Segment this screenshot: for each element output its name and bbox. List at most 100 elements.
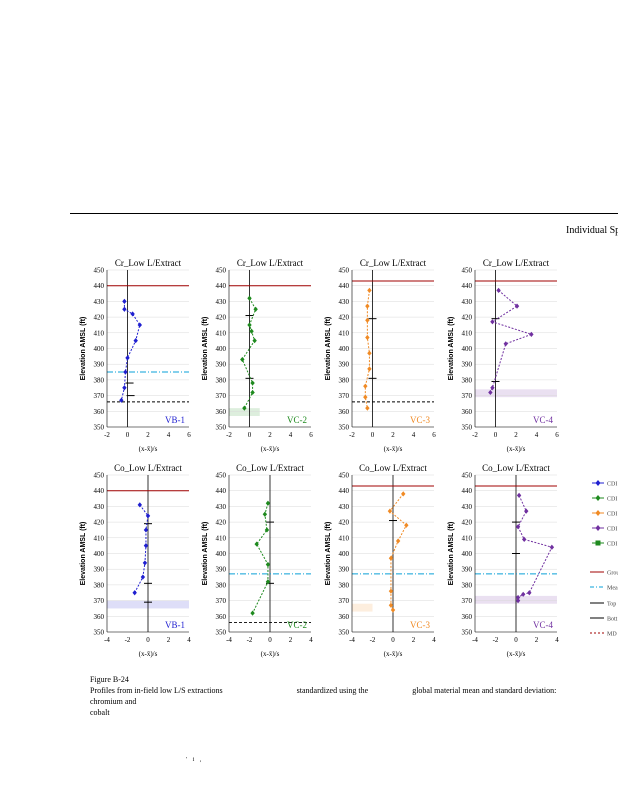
y-tick-label: 390	[216, 361, 227, 369]
y-tick-label: 360	[216, 613, 227, 621]
y-tick-label: 390	[462, 566, 473, 574]
data-point	[252, 338, 257, 344]
legend-item: Top	[590, 602, 616, 608]
chart-panel-4: Cr_Low L/Extract350360370380390400410420…	[448, 258, 559, 453]
data-point	[137, 502, 142, 508]
x-axis-label: (x-x̄)/s	[507, 445, 526, 453]
legend-label: Top	[607, 602, 616, 608]
x-tick-label: -2	[226, 431, 232, 439]
data-point	[133, 338, 138, 344]
y-tick-label: 430	[94, 298, 105, 306]
station-label: VB-1	[165, 620, 185, 630]
chart-title: Cr_Low L/Extract	[237, 258, 304, 268]
page-header: Individual Sp	[566, 225, 618, 236]
data-point	[515, 594, 521, 601]
y-tick-label: 420	[339, 519, 350, 527]
chart-title: Co_Low L/Extract	[482, 463, 550, 473]
shaded-band	[229, 408, 260, 417]
x-tick-label: 6	[187, 431, 191, 439]
station-label: VB-1	[165, 415, 185, 425]
legend-label: Mea	[607, 586, 618, 592]
y-tick-label: 360	[94, 408, 105, 416]
data-point	[503, 341, 508, 347]
x-tick-label: -4	[104, 636, 110, 644]
y-axis-label: Elevation AMSL (ft)	[325, 317, 332, 381]
data-point	[367, 287, 372, 294]
x-axis-label: (x-x̄)/s	[261, 445, 280, 453]
data-point	[137, 322, 142, 328]
x-tick-label: 6	[555, 431, 559, 439]
data-point	[240, 356, 245, 363]
y-tick-label: 360	[94, 613, 105, 621]
shaded-band	[352, 603, 373, 612]
y-tick-label: 410	[216, 534, 227, 542]
data-point	[365, 405, 370, 411]
y-tick-label: 450	[339, 267, 350, 275]
data-point	[142, 560, 148, 566]
data-point	[122, 306, 127, 312]
x-tick-label: 6	[309, 431, 313, 439]
y-tick-label: 370	[94, 597, 105, 605]
data-point	[401, 491, 406, 497]
data-point	[247, 322, 252, 328]
y-tick-label: 420	[462, 519, 473, 527]
x-tick-label: -4	[349, 636, 355, 644]
legend-label: CDI	[607, 527, 617, 533]
y-tick-label: 370	[339, 597, 350, 605]
y-tick-label: 350	[339, 424, 350, 432]
y-tick-label: 440	[339, 487, 350, 495]
y-tick-label: 370	[216, 392, 227, 400]
x-tick-label: 2	[146, 431, 150, 439]
y-tick-label: 390	[94, 361, 105, 369]
legend-item: Grou	[590, 571, 618, 577]
legend-item: CDI	[592, 525, 617, 533]
data-point	[132, 590, 137, 596]
caption-line-1b: standardized using the	[296, 686, 369, 695]
data-point	[262, 511, 268, 517]
caption-line-1c: global material mean and standard deviat…	[90, 686, 557, 706]
legend-item: Mea	[590, 586, 618, 592]
series-line	[134, 504, 149, 593]
chart-panel-1: Cr_Low L/Extract350360370380390400410420…	[80, 258, 191, 453]
data-point	[363, 394, 368, 400]
data-point	[365, 303, 370, 309]
caption-line-2: cobalt	[90, 708, 110, 717]
chart-title: Co_Low L/Extract	[359, 463, 427, 473]
x-tick-label: -4	[226, 636, 232, 644]
x-tick-label: 4	[309, 636, 313, 644]
y-tick-label: 410	[462, 534, 473, 542]
header-rule	[70, 213, 618, 214]
data-point	[529, 331, 534, 337]
page-footer-marks: ' i ,	[186, 757, 204, 763]
data-point	[522, 536, 527, 542]
y-tick-label: 400	[216, 345, 227, 353]
y-tick-label: 380	[462, 376, 473, 384]
y-tick-label: 410	[94, 534, 105, 542]
y-tick-label: 370	[462, 392, 473, 400]
data-point	[122, 298, 127, 304]
data-point	[365, 334, 370, 341]
y-tick-label: 450	[216, 472, 227, 480]
x-axis-label: (x-x̄)/s	[139, 650, 158, 658]
y-tick-label: 410	[339, 534, 350, 542]
chart-panel-2: Cr_Low L/Extract350360370380390400410420…	[202, 258, 313, 453]
x-tick-label: 4	[555, 636, 559, 644]
y-tick-label: 370	[216, 597, 227, 605]
y-tick-label: 400	[94, 550, 105, 558]
legend-label: CDI	[607, 512, 617, 518]
y-tick-label: 350	[339, 629, 350, 637]
y-tick-label: 400	[216, 550, 227, 558]
caption-line-1a: Profiles from in-field low L/S extractio…	[90, 686, 223, 695]
y-tick-label: 430	[462, 503, 473, 511]
y-tick-label: 440	[94, 487, 105, 495]
y-tick-label: 410	[94, 329, 105, 337]
y-tick-label: 380	[94, 581, 105, 589]
x-tick-label: 0	[126, 431, 130, 439]
y-tick-label: 410	[216, 329, 227, 337]
data-point	[253, 306, 258, 312]
y-tick-label: 410	[462, 329, 473, 337]
legend-label: CDI	[607, 482, 617, 488]
series-line	[120, 301, 141, 401]
data-point	[264, 527, 270, 533]
chart-title: Co_Low L/Extract	[236, 463, 304, 473]
